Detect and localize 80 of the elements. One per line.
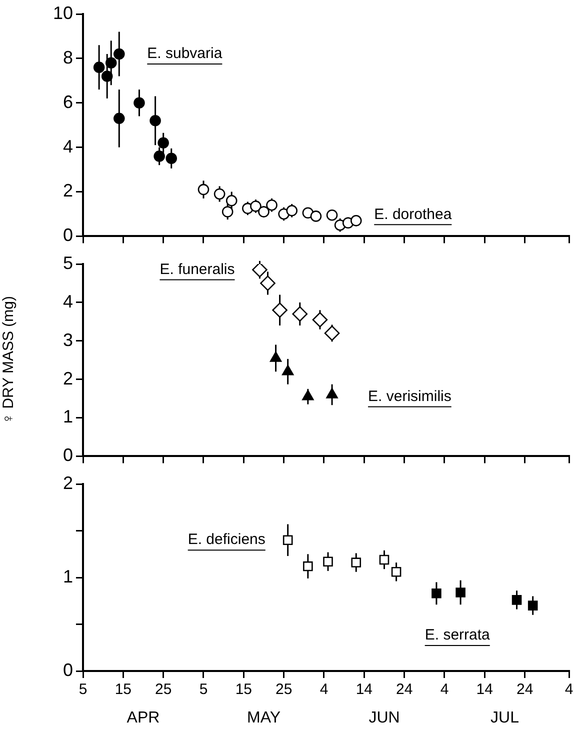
x-tick-label: 24	[516, 681, 534, 698]
point	[150, 115, 161, 126]
y-tick-label: 4	[62, 136, 73, 156]
series-label: E. funeralis	[160, 260, 235, 278]
text: MAY	[247, 709, 281, 726]
y-tick-label: 3	[62, 330, 73, 350]
point	[292, 306, 308, 322]
point	[432, 588, 442, 598]
point	[512, 595, 522, 605]
point	[260, 276, 276, 291]
y-tick-label: 1	[62, 566, 73, 586]
point	[214, 188, 226, 200]
y-tick-label: 0	[62, 225, 73, 246]
point	[379, 554, 390, 565]
point	[351, 558, 362, 568]
series-label: E. deficiens	[188, 531, 266, 548]
text: JUL	[490, 709, 520, 726]
y-tick-label: 5	[62, 252, 73, 273]
point	[302, 390, 314, 400]
x-tick-label: 4	[440, 681, 449, 698]
point	[326, 388, 338, 398]
text: APR	[126, 709, 160, 726]
x-tick-label: 4	[564, 681, 574, 698]
point	[93, 62, 105, 73]
x-tick-label: 15	[114, 681, 132, 698]
point	[198, 184, 210, 196]
point	[456, 588, 466, 598]
point	[272, 302, 288, 318]
point	[158, 137, 169, 149]
point	[528, 600, 538, 610]
y-tick-label: 4	[62, 291, 73, 312]
text: JUN	[368, 709, 400, 726]
point	[258, 206, 270, 218]
y-tick-label: 2	[62, 180, 73, 201]
point	[226, 195, 238, 206]
series-label: E. serrata	[424, 626, 491, 644]
x-tick-label: 24	[396, 681, 413, 698]
point	[114, 112, 125, 124]
y-tick-label: 6	[62, 92, 73, 112]
x-tick-label: 25	[154, 681, 172, 698]
x-tick-label: 14	[476, 681, 493, 698]
series-label: E. dorothea	[374, 206, 452, 223]
x-tick-label: 4	[320, 681, 328, 698]
point	[350, 214, 362, 226]
point	[282, 364, 294, 376]
point	[250, 200, 262, 212]
point	[303, 561, 313, 572]
series-label: E. subvaria	[147, 45, 223, 62]
x-tick-label: 5	[199, 681, 208, 698]
point	[324, 326, 340, 341]
point	[222, 206, 234, 218]
point	[166, 152, 178, 164]
point	[282, 535, 293, 545]
x-tick-label: 14	[356, 681, 372, 698]
point	[286, 204, 298, 216]
point	[154, 150, 165, 162]
y-tick-label: 0	[62, 445, 73, 466]
point	[326, 209, 338, 221]
point	[266, 199, 278, 211]
x-tick-label: 25	[275, 681, 292, 698]
point	[252, 264, 268, 278]
y-tick-label: 0	[62, 660, 73, 680]
x-tick-label: 15	[235, 681, 252, 698]
point	[270, 352, 282, 362]
point	[101, 70, 113, 82]
y-tick-label: 2	[62, 472, 73, 493]
point	[323, 556, 333, 566]
point	[105, 57, 117, 69]
y-tick-label: 2	[62, 368, 73, 388]
y-tick-label: 10	[52, 2, 73, 23]
y-axis-title: ♀ DRY MASS (mg)	[0, 296, 18, 424]
y-tick-label: 8	[62, 47, 73, 68]
point	[391, 567, 402, 577]
y-tick-label: 1	[62, 406, 73, 427]
text: E. verisimilis	[368, 388, 452, 405]
point	[312, 312, 328, 328]
x-tick-label: 5	[78, 681, 88, 698]
point	[114, 48, 125, 60]
point	[310, 210, 322, 222]
point	[134, 97, 145, 109]
